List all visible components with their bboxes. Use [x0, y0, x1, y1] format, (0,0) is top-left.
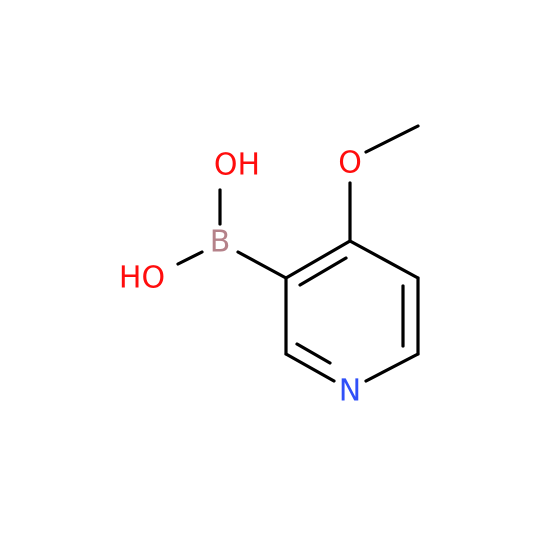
atom-label: OH — [214, 148, 260, 183]
bond — [284, 239, 352, 280]
bonds — [176, 124, 420, 383]
atom-label: N — [339, 374, 361, 409]
bond — [295, 342, 332, 365]
bond — [284, 352, 336, 383]
bond — [176, 250, 204, 266]
atom-label: HO — [119, 261, 165, 296]
atom-label: B — [210, 225, 231, 260]
bond — [364, 124, 420, 154]
atom-label: O — [338, 146, 362, 181]
bond — [236, 250, 288, 280]
bond — [348, 239, 420, 280]
bond — [298, 256, 348, 287]
bond — [364, 352, 420, 383]
